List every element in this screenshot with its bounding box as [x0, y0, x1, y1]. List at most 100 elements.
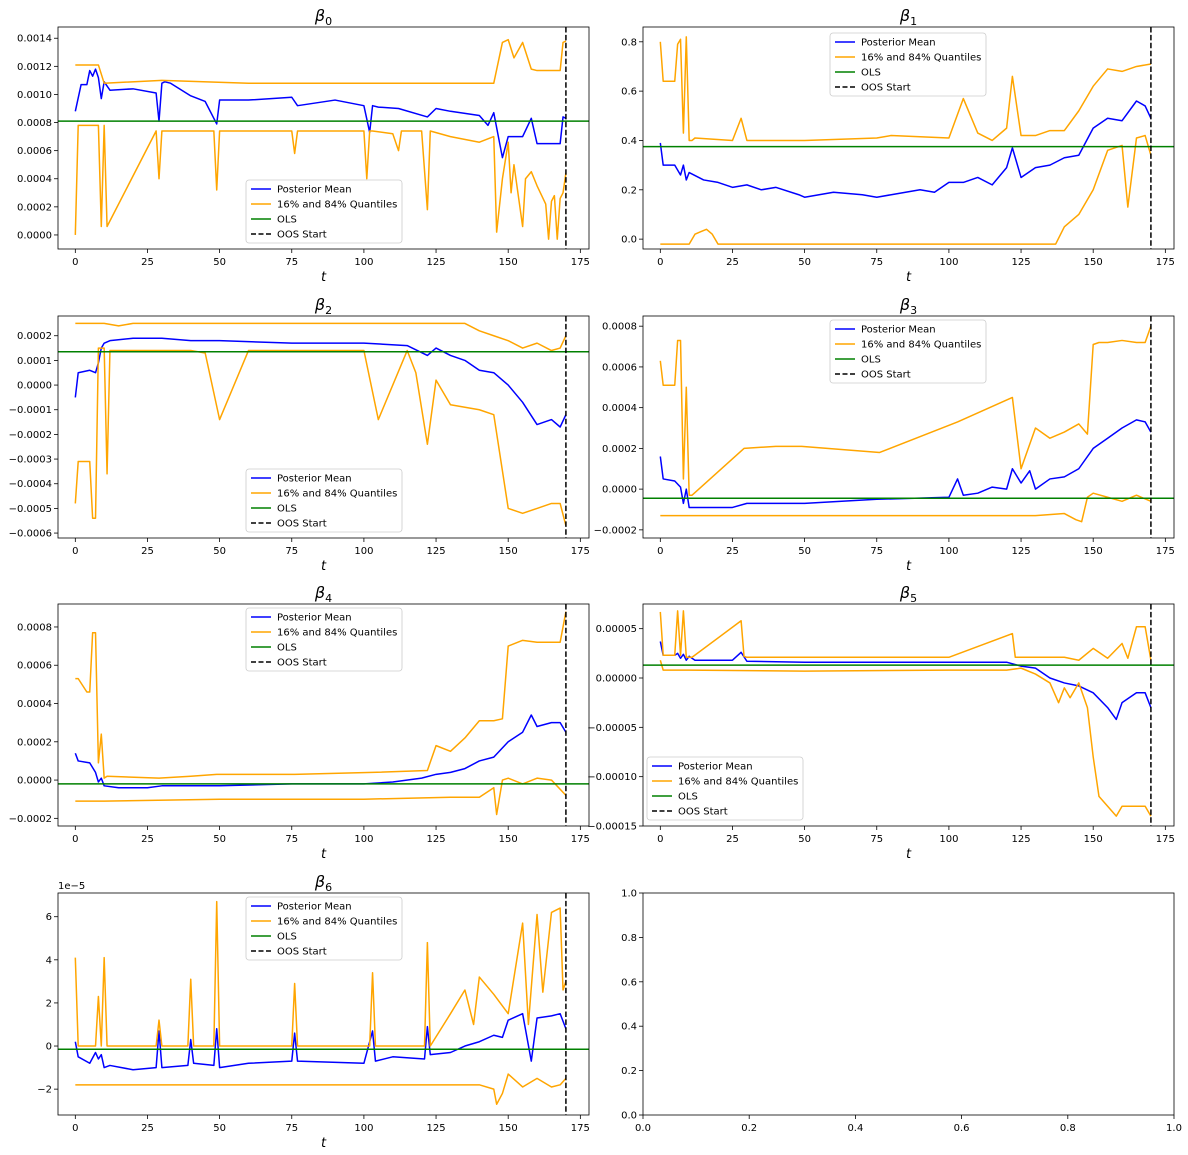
legend: Posterior Mean 16% and 84% Quantiles OLS OO…	[245, 179, 403, 244]
legend-label: 16% and 84% Quantiles	[861, 340, 981, 351]
legend-label: Posterior Mean	[861, 325, 936, 336]
series-line-1	[75, 38, 567, 84]
series-line-2	[660, 492, 1152, 523]
x-tick-label: 100	[939, 546, 958, 557]
legend: Posterior Mean 16% and 84% Quantiles OLS OO…	[829, 32, 987, 97]
x-tick-label: 125	[427, 834, 446, 845]
y-tick-label: −0.0002	[9, 430, 52, 441]
y-tick-label: 0.2	[621, 185, 637, 196]
y-tick-label: −0.0004	[9, 479, 52, 490]
y-tick-label: 0.0002	[17, 331, 52, 342]
x-tick-label: 0	[72, 1123, 78, 1134]
x-tick-label: 75	[870, 257, 883, 268]
x-axis-label: t	[321, 270, 327, 285]
x-tick-label: 175	[571, 1123, 590, 1134]
y-tick-label: 0.8	[621, 933, 637, 944]
series-line-1	[74, 900, 567, 1047]
y-tick-label: 0.0	[621, 1111, 637, 1122]
x-tick-label: 100	[354, 834, 373, 845]
chart-title: β4	[314, 583, 332, 605]
x-tick-label: 75	[870, 834, 883, 845]
series-line-0	[74, 337, 567, 428]
plot-area	[643, 316, 1174, 538]
y-tick-label: 0.0002	[17, 202, 52, 213]
legend-box	[829, 319, 987, 384]
legend-box	[829, 32, 987, 97]
legend-label: Posterior Mean	[861, 38, 936, 49]
x-axis-label: t	[906, 270, 912, 285]
x-tick-label: 50	[213, 257, 226, 268]
series-line-0	[74, 68, 567, 159]
x-tick-label: 25	[726, 257, 739, 268]
y-tick-label: 0.0	[621, 235, 637, 246]
y-tick-label: 0.0008	[17, 118, 52, 129]
x-tick-label: 0	[72, 546, 78, 557]
x-tick-label: 150	[1084, 257, 1103, 268]
legend-box	[646, 756, 804, 821]
x-tick-label: 0	[72, 257, 78, 268]
legend-label: OOS Start	[861, 83, 911, 94]
x-tick-label: 0	[657, 834, 663, 845]
x-tick-label: 150	[1084, 834, 1103, 845]
series-line-0	[74, 714, 567, 789]
legend-label: 16% and 84% Quantiles	[277, 628, 397, 639]
x-tick-label: 125	[427, 546, 446, 557]
x-tick-label: 100	[939, 834, 958, 845]
legend-label: OLS	[678, 792, 698, 803]
legend-label: OLS	[861, 68, 881, 79]
y-tick-label: 0.0006	[602, 362, 637, 373]
x-tick-label: 75	[285, 257, 298, 268]
legend: Posterior Mean 16% and 84% Quantiles OLS OO…	[829, 319, 987, 384]
y-tick-label: 0.0004	[17, 174, 52, 185]
y-tick-label: 0.00005	[596, 624, 637, 635]
legend-label: OOS Start	[277, 230, 327, 241]
x-tick-label: 50	[798, 834, 811, 845]
y-tick-label: 0.0006	[17, 146, 52, 157]
series-line-2	[659, 660, 1152, 817]
x-tick-label: 150	[1084, 546, 1103, 557]
y-tick-label: −0.0001	[9, 405, 52, 416]
y-tick-label: 0	[46, 1042, 52, 1053]
x-tick-label: 125	[1012, 834, 1031, 845]
series-line-0	[74, 1012, 567, 1071]
legend-label: OLS	[277, 932, 297, 943]
x-tick-label: 125	[427, 257, 446, 268]
y-tick-label: 0.0004	[17, 699, 52, 710]
y-tick-label: 0.0004	[602, 403, 637, 414]
chart-title: β2	[314, 295, 332, 317]
y-tick-label: 0.6	[621, 87, 637, 98]
y-tick-label: −0.0005	[9, 504, 52, 515]
series-line-1	[75, 322, 567, 352]
series-line-1	[659, 36, 1152, 142]
y-tick-label: 0.4	[621, 1022, 637, 1033]
x-tick-label: 75	[870, 546, 883, 557]
y-tick-label: 0.0006	[17, 661, 52, 672]
y-tick-label: 0.0001	[17, 356, 52, 367]
x-tick-label: 175	[571, 546, 590, 557]
y-tick-label: −0.0006	[9, 529, 52, 540]
series-line-0	[659, 419, 1152, 509]
subplot-4: 0 25 50 75 100 125 150 175 −0.0002 0.0000 0.0002 0.…	[9, 583, 590, 862]
axes-frame	[57, 315, 590, 539]
legend-label: Posterior Mean	[277, 185, 352, 196]
x-tick-label: 0	[657, 546, 663, 557]
plot-area	[58, 316, 589, 538]
x-tick-label: 25	[141, 1123, 154, 1134]
y-tick-label: 0.00000	[596, 674, 637, 685]
plot-area	[643, 604, 1174, 826]
axes-frame	[642, 892, 1175, 1116]
chart-title: β6	[314, 872, 332, 894]
y-tick-label: 0.0008	[17, 622, 52, 633]
y-tick-label: 0.0000	[17, 230, 52, 241]
x-axis-label: t	[321, 1136, 327, 1151]
y-tick-label: −0.00015	[587, 822, 637, 833]
x-tick-label: 75	[285, 834, 298, 845]
x-tick-label: 1.0	[1166, 1123, 1182, 1134]
legend: Posterior Mean 16% and 84% Quantiles OLS OO…	[245, 607, 403, 672]
legend-label: OOS Start	[277, 947, 327, 958]
y-tick-label: 2	[46, 998, 52, 1009]
x-tick-label: 50	[798, 257, 811, 268]
legend: Posterior Mean 16% and 84% Quantiles OLS OO…	[245, 896, 403, 961]
x-tick-label: 125	[1012, 546, 1031, 557]
legend-label: OOS Start	[277, 658, 327, 669]
